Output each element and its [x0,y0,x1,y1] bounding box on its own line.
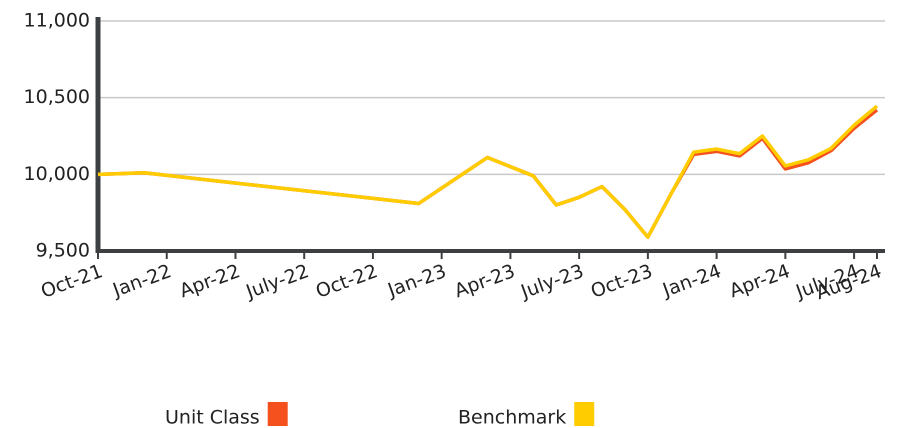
x-tick-label: Apr-24 [727,260,793,302]
legend-label: Benchmark [458,407,566,428]
y-tick-label: 11,000 [24,10,90,32]
x-tick-label: Apr-22 [177,260,243,302]
x-tick-label: Jan-22 [109,260,174,302]
x-tick-label: Oct-21 [38,260,106,303]
x-tick-label: Jan-23 [384,260,449,302]
line-series [97,108,879,239]
legend-swatch [574,402,595,426]
x-tick-label: Jan-24 [659,260,724,302]
line-series [97,104,879,239]
legend-label: Unit Class [165,407,260,428]
x-tick-label: Oct-23 [588,260,656,303]
x-tick-label: July-22 [242,260,311,303]
y-tick-label: 10,000 [24,163,90,185]
x-tick-label: July-23 [517,260,586,303]
y-tick-label: 10,500 [24,86,90,108]
x-tick-label: Apr-23 [452,260,518,302]
legend-swatch [267,402,288,426]
y-tick-label: 9,500 [36,240,90,262]
x-tick-label: Oct-22 [313,260,381,303]
